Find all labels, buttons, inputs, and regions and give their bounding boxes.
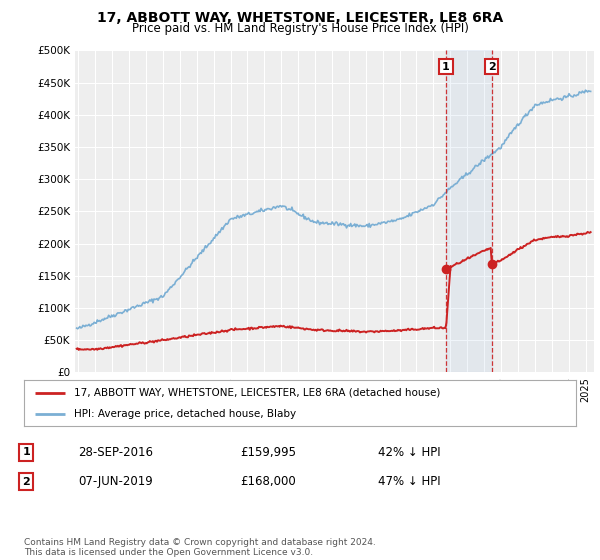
Text: Contains HM Land Registry data © Crown copyright and database right 2024.
This d: Contains HM Land Registry data © Crown c… <box>24 538 376 557</box>
Text: £168,000: £168,000 <box>240 475 296 488</box>
Text: Price paid vs. HM Land Registry's House Price Index (HPI): Price paid vs. HM Land Registry's House … <box>131 22 469 35</box>
Text: 17, ABBOTT WAY, WHETSTONE, LEICESTER, LE8 6RA (detached house): 17, ABBOTT WAY, WHETSTONE, LEICESTER, LE… <box>74 388 440 398</box>
Text: 2: 2 <box>488 62 496 72</box>
Text: 07-JUN-2019: 07-JUN-2019 <box>78 475 153 488</box>
Text: 42% ↓ HPI: 42% ↓ HPI <box>378 446 440 459</box>
Bar <box>446 50 491 372</box>
Text: HPI: Average price, detached house, Blaby: HPI: Average price, detached house, Blab… <box>74 409 296 419</box>
Text: 28-SEP-2016: 28-SEP-2016 <box>78 446 153 459</box>
Text: 17, ABBOTT WAY, WHETSTONE, LEICESTER, LE8 6RA: 17, ABBOTT WAY, WHETSTONE, LEICESTER, LE… <box>97 11 503 25</box>
Text: 47% ↓ HPI: 47% ↓ HPI <box>378 475 440 488</box>
Text: 2: 2 <box>23 477 30 487</box>
Text: 1: 1 <box>23 447 30 458</box>
Text: £159,995: £159,995 <box>240 446 296 459</box>
Text: 1: 1 <box>442 62 450 72</box>
